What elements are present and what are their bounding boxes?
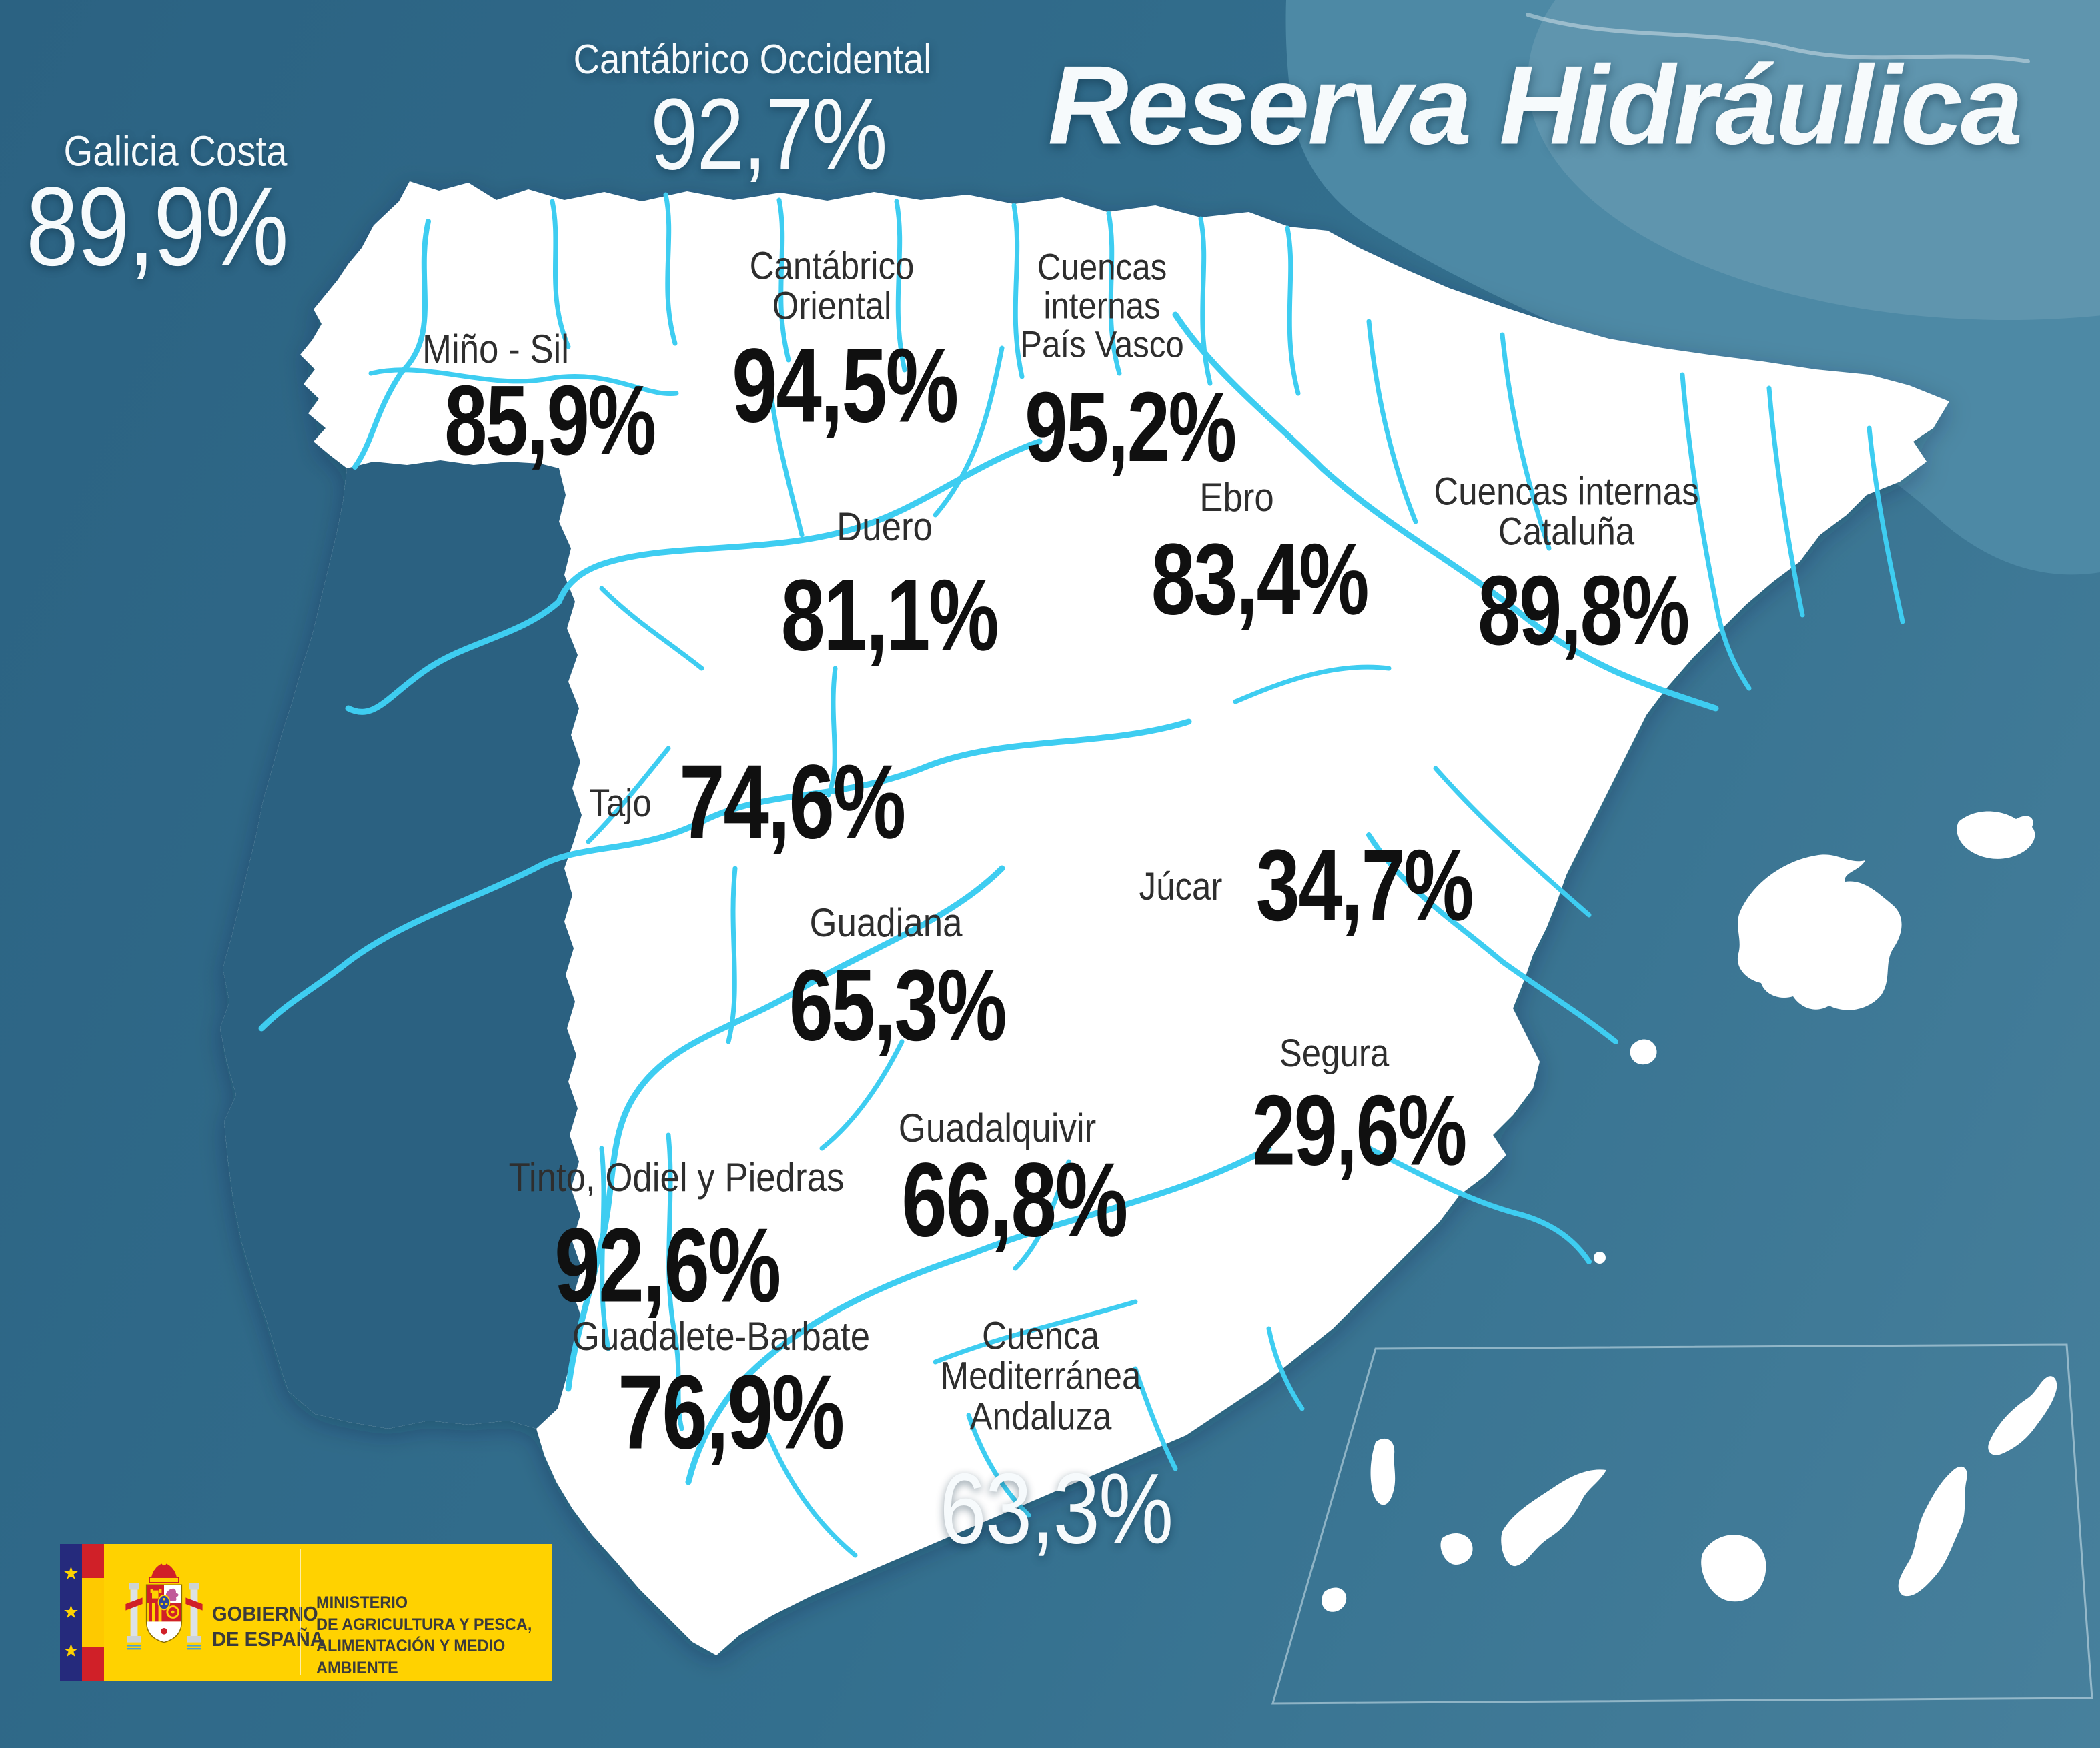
region-value-cantabrico-occidental: 92,7%: [650, 77, 887, 191]
eu-star-icon: ★: [63, 1641, 79, 1661]
la-gomera-island: [1440, 1533, 1473, 1565]
region-name-guadiana: Guadiana: [809, 900, 963, 945]
region-name-guadalete-barbate: Guadalete-Barbate: [572, 1313, 871, 1359]
ministry-name: MINISTERIO DE AGRICULTURA Y PESCA, ALIME…: [316, 1592, 538, 1679]
region-value-cantabrico-oriental: 94,5%: [732, 327, 959, 445]
region-name-cuenca-mediterranea-andaluza: Cuenca Mediterránea Andaluza: [940, 1314, 1141, 1439]
eu-star-icon: ★: [63, 1563, 79, 1583]
region-value-segura: 29,6%: [1251, 1074, 1467, 1186]
canary-islands: [1322, 1376, 2057, 1612]
river-segre: [1680, 372, 1752, 691]
region-name-mino-sil: Miño - Sil: [422, 326, 570, 371]
region-value-cuencas-internas-pais-vasco: 95,2%: [1025, 372, 1237, 482]
mallorca-island: [1737, 854, 1902, 1010]
region-name-segura: Segura: [1279, 1031, 1390, 1075]
coastal-islet: [1594, 1252, 1606, 1264]
menorca-island: [1957, 811, 2035, 859]
portugal-shape: [220, 460, 583, 1429]
region-name-guadalquivir: Guadalquivir: [898, 1105, 1097, 1150]
el-hierro-island: [1322, 1587, 1347, 1612]
region-name-ebro: Ebro: [1199, 474, 1274, 520]
river-guadalquivir: [685, 1145, 1272, 1485]
river-tajo: [258, 718, 1192, 1032]
spain-coat-of-arms-icon: [124, 1556, 204, 1671]
region-value-galicia-costa: 89,9%: [26, 163, 288, 289]
ministry-name-line1: MINISTERIO: [316, 1593, 408, 1612]
ibiza-island: [1630, 1039, 1657, 1065]
region-name-cuencas-internas-cataluna: Cuencas internas Cataluña: [1434, 470, 1699, 554]
region-name-galicia-costa: Galicia Costa: [63, 127, 288, 175]
region-name-cuencas-internas-pais-vasco: Cuencas internas País Vasco: [1020, 245, 1184, 366]
region-name-cantabrico-oriental: Cantábrico Oriental: [749, 244, 915, 328]
region-name-jucar: Júcar: [1139, 864, 1223, 908]
river-guadalete: [766, 1433, 858, 1558]
canary-islands-box: [1271, 1343, 2093, 1705]
region-name-tinto-odiel-y-piedras: Tinto, Odiel y Piedras: [508, 1154, 845, 1200]
region-value-tinto-odiel-y-piedras: 92,6%: [554, 1206, 781, 1325]
region-name-duero: Duero: [837, 504, 933, 549]
flag-red-stripe: [82, 1544, 104, 1579]
region-name-tajo: Tajo: [589, 781, 652, 825]
logo-divider: [300, 1549, 301, 1675]
eu-star-icon: ★: [63, 1602, 79, 1622]
region-value-duero: 81,1%: [780, 558, 999, 672]
page-title: Reserva Hidráulica: [1047, 42, 2023, 168]
spain-flag-strip: [82, 1544, 104, 1681]
region-name-cantabrico-occidental: Cantábrico Occidental: [573, 36, 932, 83]
region-value-mino-sil: 85,9%: [444, 365, 656, 476]
region-value-cuenca-mediterranea-andaluza: 63,3%: [939, 1452, 1174, 1565]
gran-canaria-island: [1701, 1535, 1766, 1602]
river-mino: [352, 219, 431, 470]
ministry-name-line2: DE AGRICULTURA Y PESCA,: [316, 1615, 532, 1634]
government-name-line2: DE ESPAÑA: [212, 1627, 324, 1651]
flag-red-stripe: [82, 1646, 104, 1681]
region-value-jucar: 34,7%: [1255, 828, 1474, 942]
tenerife-island: [1501, 1469, 1606, 1567]
region-value-tajo: 74,6%: [679, 743, 906, 861]
region-value-cuencas-internas-cataluna: 89,8%: [1478, 556, 1690, 666]
region-value-guadiana: 65,3%: [789, 948, 1007, 1062]
france-highlight: [1528, 0, 2100, 320]
flag-yellow-stripe: [82, 1578, 104, 1647]
france-coast-line: [1526, 13, 2030, 63]
river-guadiana: [565, 865, 1005, 1392]
eu-flag-strip: ★ ★ ★: [60, 1544, 82, 1681]
region-value-guadalquivir: 66,8%: [901, 1141, 1128, 1259]
la-palma-island: [1370, 1438, 1396, 1505]
region-value-guadalete-barbate: 76,9%: [618, 1353, 845, 1471]
lanzarote-island: [1988, 1376, 2057, 1455]
river-llobregat: [1766, 385, 1805, 618]
river-ebro: [1172, 311, 1719, 712]
government-name: GOBIERNO DE ESPAÑA: [212, 1601, 324, 1652]
river-segura: [1366, 1146, 1592, 1264]
government-name-line1: GOBIERNO: [212, 1602, 318, 1625]
rivers: [258, 192, 1905, 1558]
spain-shape: [220, 181, 1949, 1655]
river-jucar: [1366, 832, 1618, 1044]
river-sil: [368, 367, 679, 397]
region-value-ebro: 83,4%: [1151, 522, 1370, 636]
river-turia: [1433, 766, 1592, 918]
balearic-islands: [1594, 811, 2035, 1264]
river-ter: [1867, 425, 1905, 624]
fuerteventura-island: [1898, 1466, 1967, 1597]
gobierno-logo: ★ ★ ★: [60, 1544, 552, 1681]
river-odiel: [599, 1146, 611, 1351]
ministry-name-line3: ALIMENTACIÓN Y MEDIO AMBIENTE: [316, 1637, 506, 1677]
river-duero: [345, 438, 1043, 715]
river-tinto: [666, 1132, 684, 1431]
